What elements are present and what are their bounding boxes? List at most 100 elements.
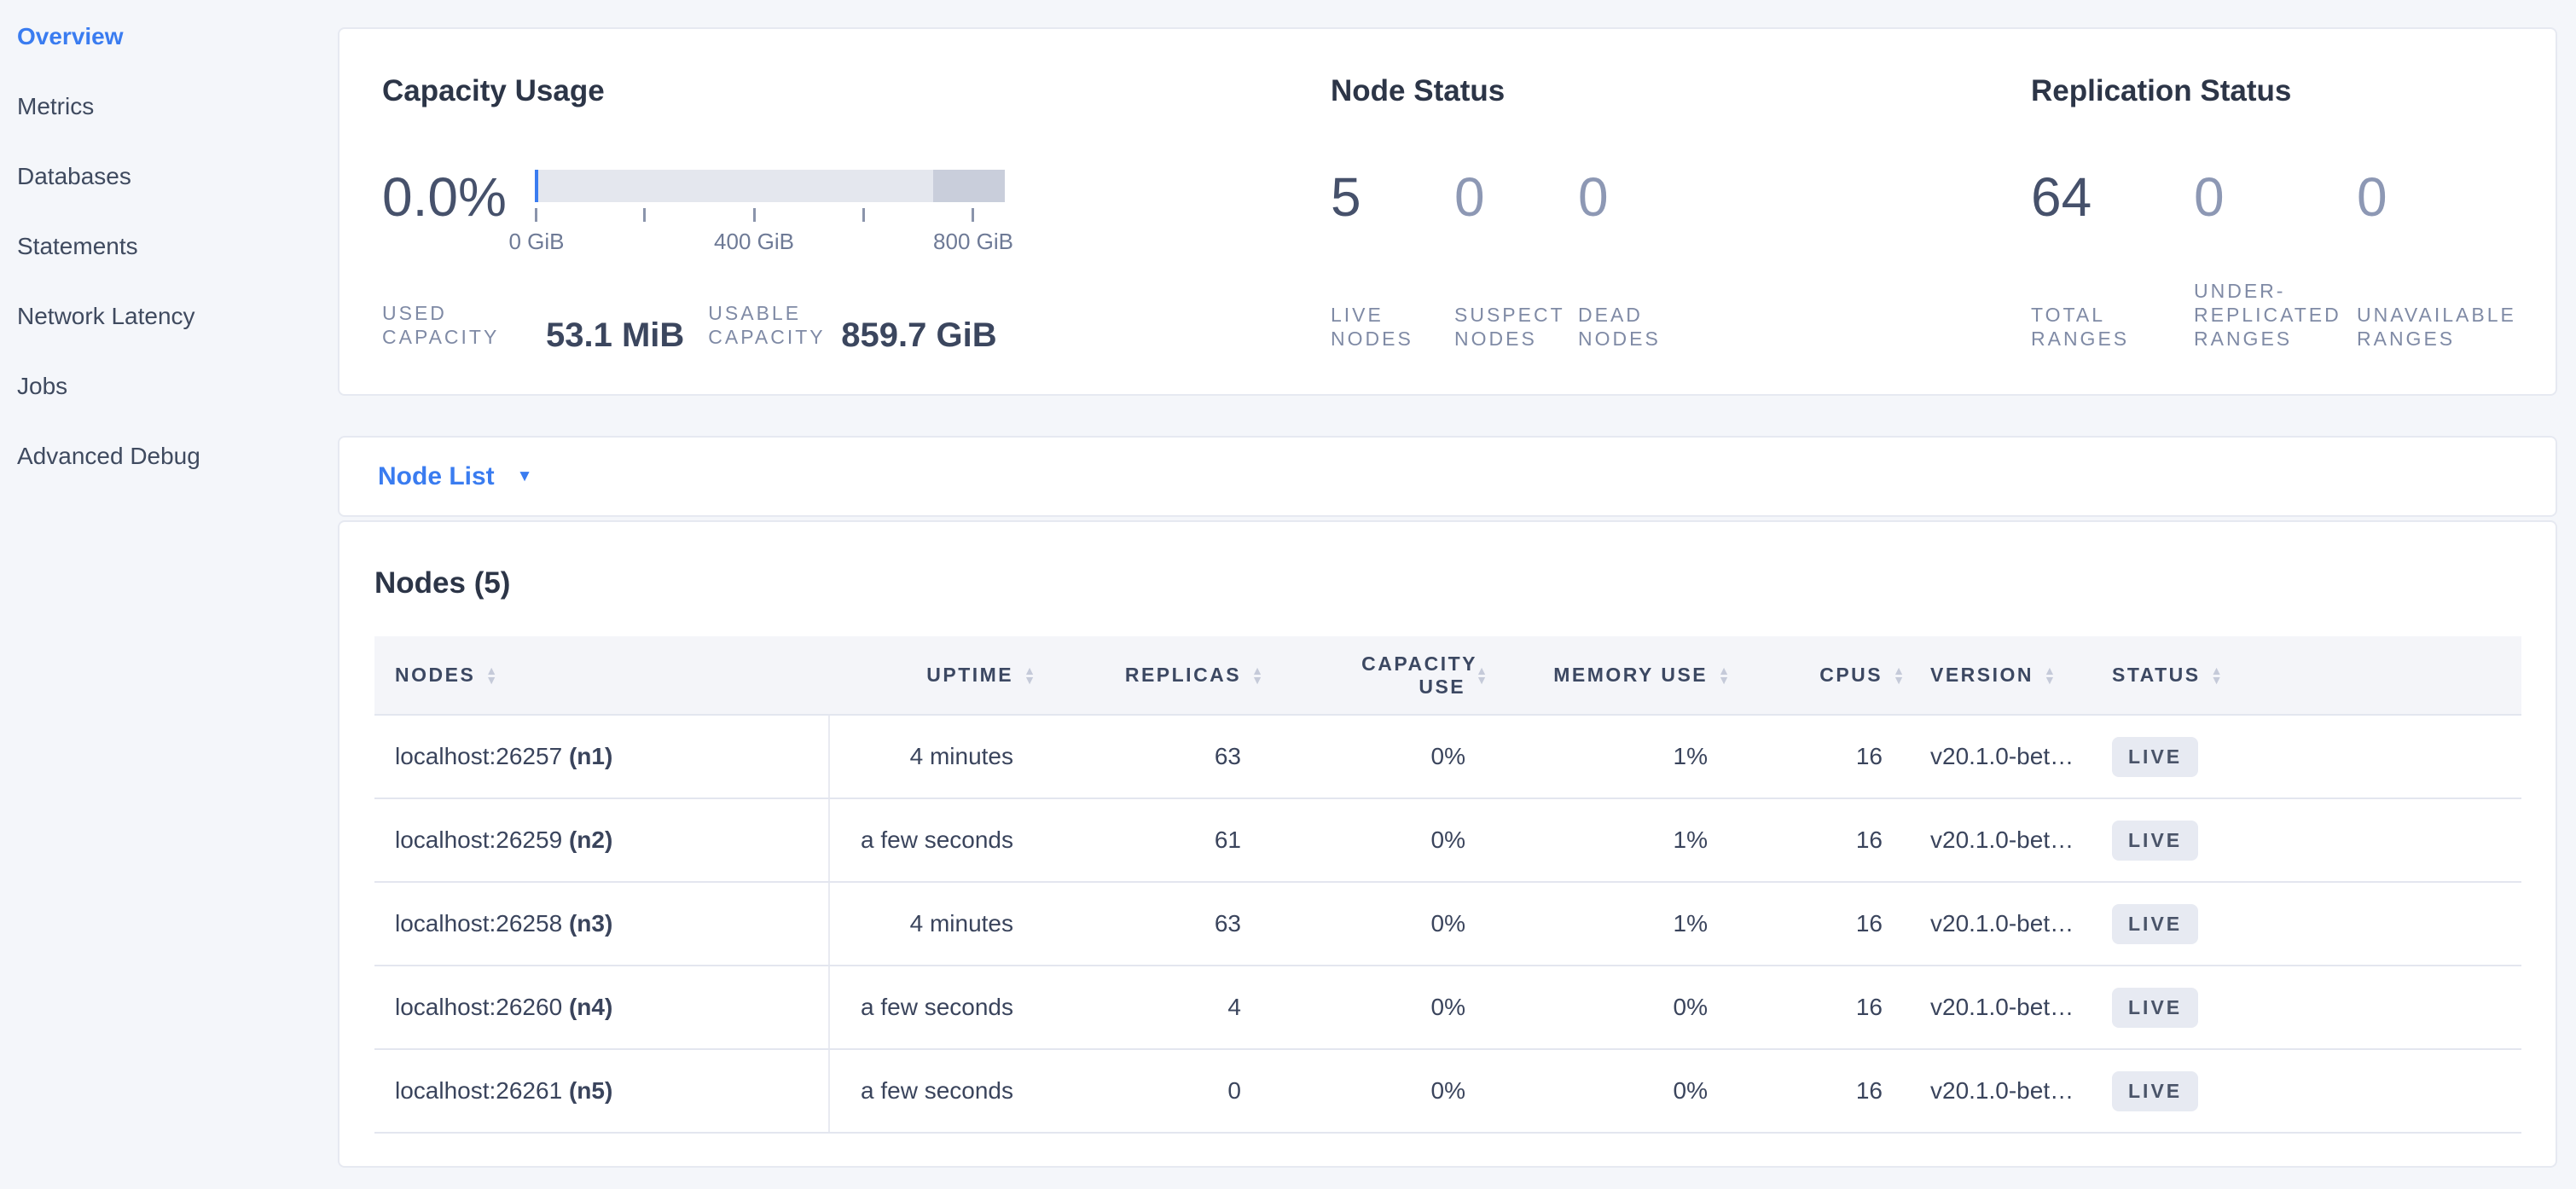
main-content: Capacity Usage 0.0% bbox=[338, 0, 2557, 1168]
dead-nodes-label: DEAD NODES bbox=[1578, 304, 1661, 350]
column-header-version[interactable]: VERSION ▲ ▼ bbox=[1908, 636, 2087, 716]
version-cell: v20.1.0-bet… bbox=[1908, 1049, 2087, 1134]
column-header-nodes[interactable]: NODES ▲ ▼ bbox=[374, 636, 829, 716]
status-cell: LIVE bbox=[2087, 966, 2521, 1050]
sidebar-item-metrics[interactable]: Metrics bbox=[17, 93, 95, 119]
nodes-title: Nodes (5) bbox=[374, 566, 511, 600]
capacity-bar-chart: 0 GiB 400 GiB 800 GiB bbox=[508, 168, 1013, 263]
sort-icon[interactable]: ▲ ▼ bbox=[2044, 663, 2056, 687]
cpus-cell: 16 bbox=[1733, 1049, 1908, 1134]
memory-use-cell: 1% bbox=[1491, 715, 1733, 799]
status-cell: LIVE bbox=[2087, 1049, 2521, 1134]
axis-tick bbox=[972, 208, 974, 222]
replicas-cell: 0 bbox=[1039, 1049, 1267, 1134]
replicas-cell: 4 bbox=[1039, 966, 1267, 1050]
suspect-nodes-value: 0 bbox=[1454, 166, 1485, 228]
version-cell: v20.1.0-bet… bbox=[1908, 798, 2087, 883]
node-list-dropdown[interactable]: Node List ▼ bbox=[338, 436, 2557, 517]
replicas-cell: 63 bbox=[1039, 715, 1267, 799]
node-address-cell: localhost:26260 (n4) bbox=[374, 966, 830, 1050]
sort-icon[interactable]: ▲ ▼ bbox=[1718, 663, 1730, 687]
sort-icon[interactable]: ▲ ▼ bbox=[485, 663, 498, 687]
uptime-cell: a few seconds bbox=[829, 966, 1039, 1050]
sort-icon[interactable]: ▲ ▼ bbox=[1024, 663, 1036, 687]
version-cell: v20.1.0-bet… bbox=[1908, 966, 2087, 1050]
table-row[interactable]: localhost:26261 (n5) a few seconds 0 0% … bbox=[374, 1049, 2521, 1134]
column-header-capacity-use[interactable]: CAPACITY USE ▲ ▼ bbox=[1267, 636, 1491, 716]
total-ranges-value: 64 bbox=[2031, 166, 2092, 228]
dead-nodes-stat: 0 DEAD NODES bbox=[1578, 168, 1702, 351]
replicas-cell: 61 bbox=[1039, 798, 1267, 883]
memory-use-cell: 0% bbox=[1491, 966, 1733, 1050]
status-cell: LIVE bbox=[2087, 882, 2521, 966]
axis-tick bbox=[752, 208, 756, 222]
sidebar-item-overview[interactable]: Overview bbox=[17, 23, 124, 49]
node-address-cell: localhost:26257 (n1) bbox=[374, 715, 830, 799]
capacity-use-cell: 0% bbox=[1267, 715, 1491, 799]
nodes-table: NODES ▲ ▼ UPTIME ▲ ▼ REPLICAS ▲ ▼ CAPACIT bbox=[374, 636, 2521, 1134]
axis-tick-label: 800 GiB bbox=[933, 229, 1013, 254]
status-badge: LIVE bbox=[2112, 820, 2199, 861]
total-ranges-label: TOTAL RANGES bbox=[2031, 304, 2130, 350]
cluster-overview-card: Capacity Usage 0.0% bbox=[338, 27, 2557, 396]
replication-status-section: Replication Status 64 TOTAL RANGES 0 UND… bbox=[2031, 29, 2576, 394]
sort-icon[interactable]: ▲ ▼ bbox=[2210, 663, 2223, 687]
cpus-cell: 16 bbox=[1733, 798, 1908, 883]
version-cell: v20.1.0-bet… bbox=[1908, 715, 2087, 799]
capacity-use-cell: 0% bbox=[1267, 1049, 1491, 1134]
capacity-axis: 0 GiB 400 GiB 800 GiB bbox=[508, 208, 1013, 263]
unavailable-ranges-stat: 0 UNAVAILABLE RANGES bbox=[2357, 168, 2520, 351]
axis-tick bbox=[535, 208, 537, 222]
table-row[interactable]: localhost:26259 (n2) a few seconds 61 0%… bbox=[374, 798, 2521, 883]
usable-capacity-value: 859.7 GiB bbox=[841, 316, 997, 354]
memory-use-cell: 1% bbox=[1491, 882, 1733, 966]
status-badge: LIVE bbox=[2112, 736, 2199, 777]
sidebar-item-jobs[interactable]: Jobs bbox=[17, 373, 68, 399]
uptime-cell: a few seconds bbox=[829, 1049, 1039, 1134]
replicas-cell: 63 bbox=[1039, 882, 1267, 966]
under-replicated-ranges-value: 0 bbox=[2194, 166, 2225, 228]
column-header-cpus[interactable]: CPUS ▲ ▼ bbox=[1733, 636, 1908, 716]
memory-use-cell: 1% bbox=[1491, 798, 1733, 883]
status-badge: LIVE bbox=[2112, 1070, 2199, 1111]
total-ranges-stat: 64 TOTAL RANGES bbox=[2031, 168, 2194, 351]
sort-icon[interactable]: ▲ ▼ bbox=[1893, 663, 1905, 687]
sidebar-item-network-latency[interactable]: Network Latency bbox=[17, 303, 195, 329]
cpus-cell: 16 bbox=[1733, 715, 1908, 799]
column-header-status[interactable]: STATUS ▲ ▼ bbox=[2087, 636, 2521, 716]
table-header-row: NODES ▲ ▼ UPTIME ▲ ▼ REPLICAS ▲ ▼ CAPACIT bbox=[374, 636, 2521, 716]
sidebar-item-statements[interactable]: Statements bbox=[17, 233, 138, 259]
column-header-uptime[interactable]: UPTIME ▲ ▼ bbox=[829, 636, 1039, 716]
axis-tick-label: 0 GiB bbox=[508, 229, 565, 254]
dead-nodes-value: 0 bbox=[1578, 166, 1609, 228]
node-address-cell: localhost:26259 (n2) bbox=[374, 798, 830, 883]
capacity-used-percent: 0.0% bbox=[382, 166, 507, 228]
axis-tick bbox=[862, 208, 865, 222]
table-row[interactable]: localhost:26258 (n3) 4 minutes 63 0% 1% … bbox=[374, 882, 2521, 966]
live-nodes-value: 5 bbox=[1331, 166, 1361, 228]
suspect-nodes-stat: 0 SUSPECT NODES bbox=[1454, 168, 1578, 351]
node-status-section: Node Status 5 LIVE NODES 0 SUSPECT NODES… bbox=[1331, 29, 2013, 394]
sidebar: Overview Metrics Databases Statements Ne… bbox=[0, 0, 338, 491]
sidebar-item-advanced-debug[interactable]: Advanced Debug bbox=[17, 443, 200, 469]
table-row[interactable]: localhost:26257 (n1) 4 minutes 63 0% 1% … bbox=[374, 715, 2521, 799]
status-badge: LIVE bbox=[2112, 903, 2199, 944]
status-cell: LIVE bbox=[2087, 798, 2521, 883]
table-row[interactable]: localhost:26260 (n4) a few seconds 4 0% … bbox=[374, 966, 2521, 1050]
capacity-usage-section: Capacity Usage 0.0% bbox=[382, 29, 1329, 394]
axis-tick bbox=[643, 208, 646, 222]
sort-icon[interactable]: ▲ ▼ bbox=[1476, 663, 1488, 687]
sort-icon[interactable]: ▲ ▼ bbox=[1251, 663, 1263, 687]
under-replicated-ranges-label: UNDER-REPLICATED RANGES bbox=[2194, 280, 2341, 350]
capacity-use-cell: 0% bbox=[1267, 882, 1491, 966]
node-address-cell: localhost:26258 (n3) bbox=[374, 882, 830, 966]
sidebar-item-databases[interactable]: Databases bbox=[17, 163, 131, 189]
under-replicated-ranges-stat: 0 UNDER-REPLICATED RANGES bbox=[2194, 168, 2357, 351]
status-cell: LIVE bbox=[2087, 715, 2521, 799]
column-header-replicas[interactable]: REPLICAS ▲ ▼ bbox=[1039, 636, 1267, 716]
column-header-memory-use[interactable]: MEMORY USE ▲ ▼ bbox=[1491, 636, 1733, 716]
usable-capacity-label: USABLE CAPACITY bbox=[708, 302, 826, 348]
nodes-card: Nodes (5) NODES ▲ ▼ UPTIME ▲ ▼ bbox=[338, 520, 2557, 1168]
node-address-cell: localhost:26261 (n5) bbox=[374, 1049, 830, 1134]
